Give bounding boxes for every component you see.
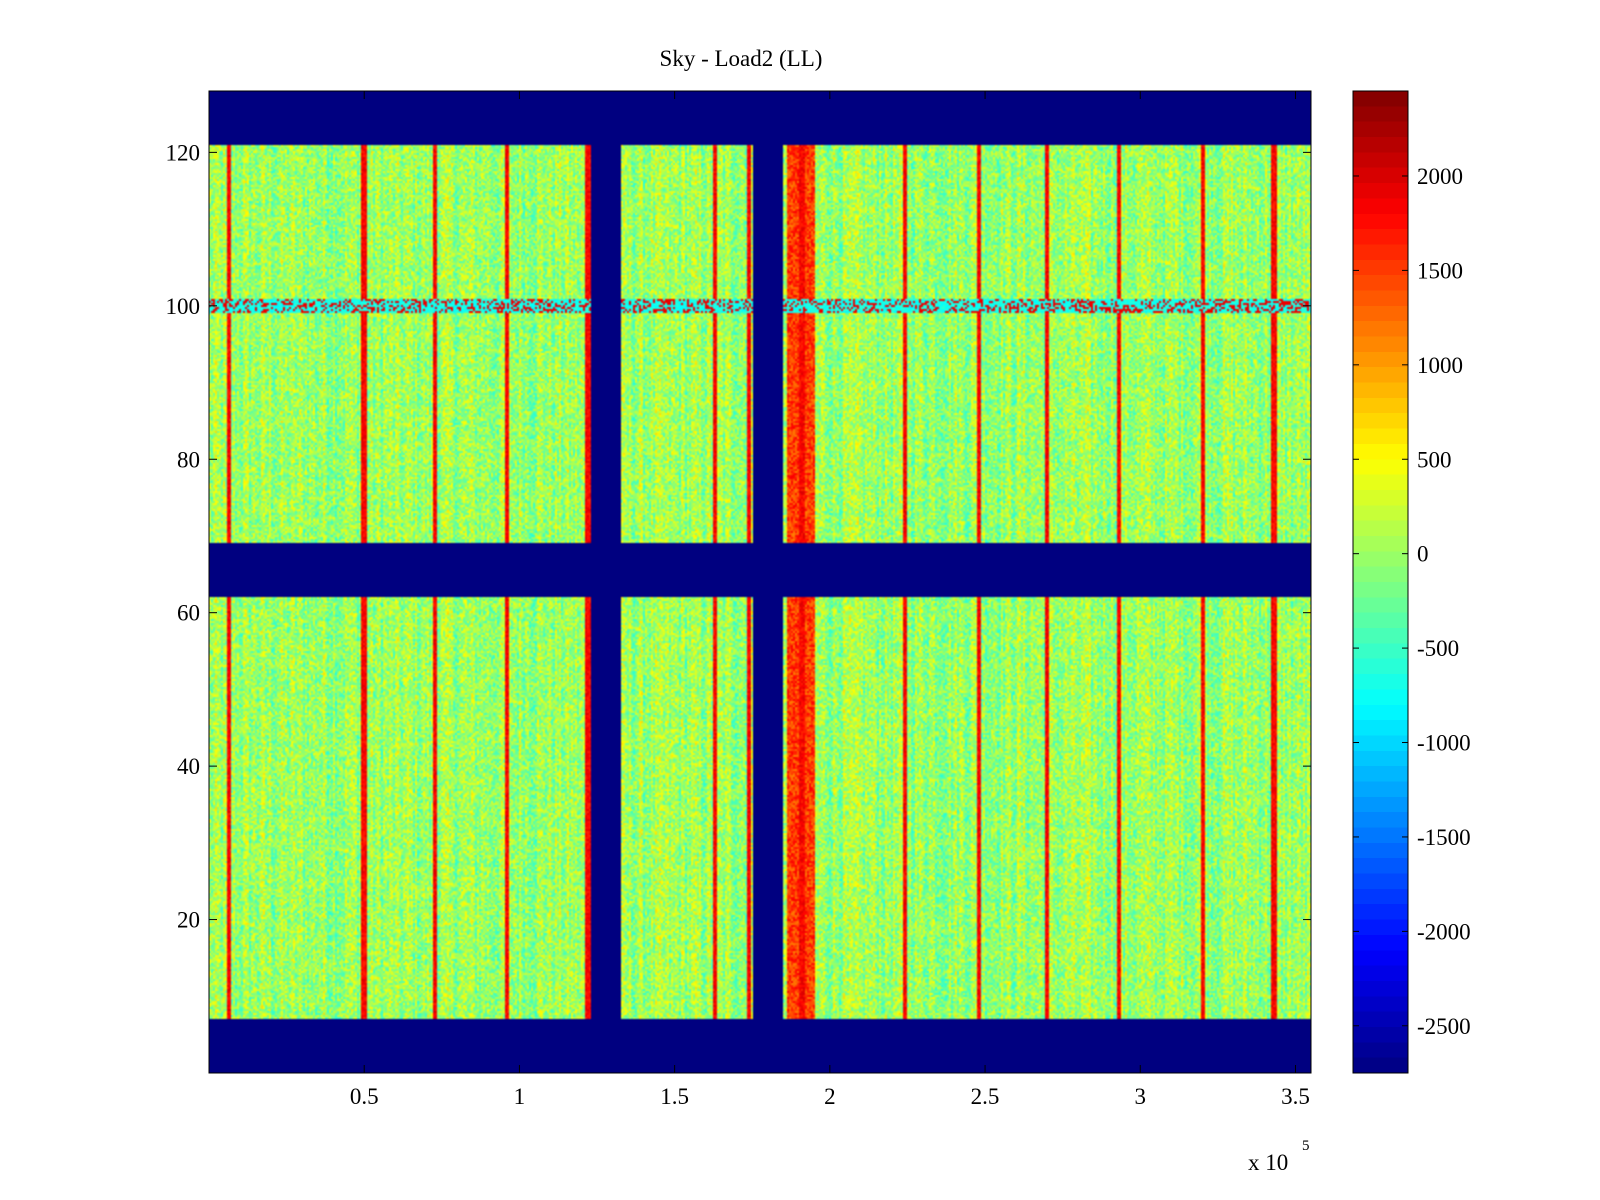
colorbar: 2000 1500 1000 500 0 -500 -1000 -1500 -2000 -2500 xyxy=(1352,90,1471,1074)
y-tick-label: 40 xyxy=(177,754,200,779)
y-tick-label: 80 xyxy=(177,447,200,472)
plot-frame xyxy=(208,90,1312,1074)
x-tick-label: 2 xyxy=(824,1084,836,1109)
x-tick-label: 0.5 xyxy=(350,1084,379,1109)
x-axis-ticks: 0.5 1 1.5 2 2.5 3 3.5 xyxy=(350,91,1310,1109)
colorbar-tick-label: 0 xyxy=(1417,542,1429,567)
x-tick-label: 1.5 xyxy=(660,1084,689,1109)
colorbar-tick-label: -1000 xyxy=(1417,731,1471,756)
y-axis-ticks: 20 40 60 80 100 120 xyxy=(166,140,1311,933)
colorbar-tick-label: 1500 xyxy=(1417,258,1463,283)
colorbar-tick-label: -1500 xyxy=(1417,825,1471,850)
colorbar-frame xyxy=(1352,90,1409,1074)
colorbar-tick-label: -2000 xyxy=(1417,919,1471,944)
x-tick-label: 3.5 xyxy=(1281,1084,1310,1109)
colorbar-tick-label: -500 xyxy=(1417,636,1459,661)
x-tick-label: 3 xyxy=(1135,1084,1147,1109)
x-exponent: x 10 5 xyxy=(1248,1138,1310,1175)
colorbar-tick-label: 2000 xyxy=(1417,164,1463,189)
heatmap-image xyxy=(209,91,1311,1073)
colorbar-tick-label: 1000 xyxy=(1417,353,1463,378)
colorbar-gradient xyxy=(1353,91,1408,1073)
colorbar-tick-label: 500 xyxy=(1417,447,1452,472)
y-tick-label: 60 xyxy=(177,601,200,626)
colorbar-tick-label: -2500 xyxy=(1417,1014,1471,1039)
heatmap-plot-area: 0.5 1 1.5 2 2.5 3 3.5 20 40 60 80 100 120 x 10 5 xyxy=(166,90,1312,1175)
x-tick-label: 1 xyxy=(514,1084,526,1109)
y-tick-label: 20 xyxy=(177,908,200,933)
x-exponent-power: 5 xyxy=(1302,1138,1310,1154)
y-tick-label: 100 xyxy=(166,294,201,319)
x-exponent-base: x 10 xyxy=(1248,1150,1288,1175)
colorbar-ticks: 2000 1500 1000 500 0 -500 -1000 -1500 -2000 -2500 xyxy=(1353,164,1471,1039)
x-tick-label: 2.5 xyxy=(971,1084,1000,1109)
chart-title: Sky - Load2 (LL) xyxy=(660,46,823,71)
y-tick-label: 120 xyxy=(166,140,201,165)
